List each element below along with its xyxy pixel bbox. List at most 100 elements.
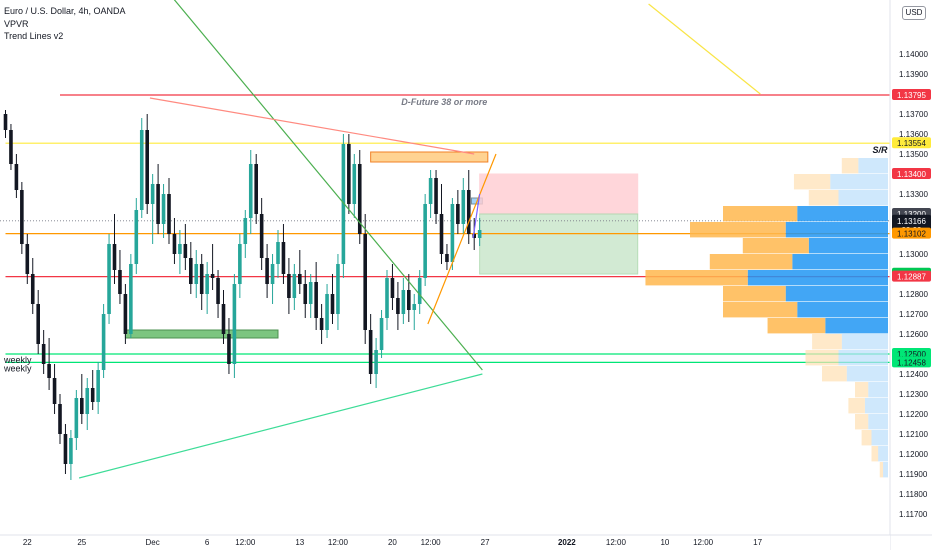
candle-body [325, 294, 329, 330]
trend-line [648, 3, 761, 95]
volume-profile-up-bar [812, 334, 842, 350]
volume-profile-down-bar [868, 382, 888, 398]
volume-profile [645, 158, 888, 478]
trend-line [472, 193, 481, 239]
volume-profile-up-bar [855, 382, 869, 398]
volume-profile-up-bar [690, 222, 786, 238]
volume-profile-up-bar [709, 254, 793, 270]
candle-body [118, 270, 122, 294]
volume-profile-down-bar [825, 318, 888, 334]
price-label-tag [892, 89, 931, 100]
price-label-text: 1.13795 [897, 91, 926, 100]
time-tick-label: Dec [146, 538, 160, 547]
price-label-text: 1.13102 [897, 230, 926, 239]
volume-profile-up-bar [861, 430, 872, 446]
candle-body [243, 218, 248, 244]
time-tick-label: 22 [23, 538, 32, 547]
price-tick-label: 1.13000 [899, 250, 928, 259]
time-tick-label: 17 [753, 538, 762, 547]
candle-body [134, 210, 139, 264]
candle-body [401, 290, 406, 314]
candle-body [123, 294, 128, 334]
candle-body [379, 318, 384, 350]
sr-annotation: S/R [872, 145, 888, 155]
volume-profile-down-bar [846, 366, 888, 382]
demand-zone-box [124, 329, 279, 339]
indicator-trend-lines[interactable]: Trend Lines v2 [4, 31, 64, 41]
trend-line [149, 97, 475, 155]
time-tick-label: 27 [481, 538, 490, 547]
indicator-vpvr[interactable]: VPVR [4, 19, 29, 29]
price-label-text: 1.13400 [897, 170, 926, 179]
volume-profile-down-bar [830, 174, 888, 190]
candle-body [287, 274, 291, 298]
candle-body [112, 244, 117, 270]
price-tick-label: 1.13900 [899, 70, 928, 79]
candle-body [216, 278, 220, 304]
candle-body [63, 434, 68, 464]
candle-body [477, 230, 482, 238]
time-tick-label: 25 [77, 538, 86, 547]
volume-profile-up-bar [645, 270, 748, 286]
candle-body [434, 178, 438, 214]
target-zone-box [479, 213, 639, 275]
candle-body [363, 234, 367, 330]
volume-profile-up-bar [723, 286, 786, 302]
candle-body [456, 204, 460, 224]
candle-body [85, 388, 90, 414]
candle-body [428, 178, 433, 204]
price-label-tag [892, 348, 931, 359]
candle-body [396, 298, 400, 314]
candle-body [139, 130, 144, 210]
candle-body [25, 244, 30, 274]
volume-profile-down-bar [883, 462, 888, 478]
candle-body [20, 190, 24, 244]
candle-body [14, 164, 19, 190]
candle-body [352, 164, 357, 204]
price-label-text: 1.13554 [897, 139, 926, 148]
trend-line [78, 373, 483, 479]
volume-profile-down-bar [785, 222, 888, 238]
currency-button[interactable]: USD [902, 6, 926, 20]
candle-body [330, 294, 335, 314]
candle-body [303, 284, 308, 304]
price-tick-label: 1.13500 [899, 150, 928, 159]
volume-profile-up-bar [723, 206, 798, 222]
weekly-label-2: weekly [3, 363, 32, 373]
time-axis-panel [0, 535, 890, 550]
price-label-text: 1.12887 [897, 273, 926, 282]
price-tick-label: 1.13600 [899, 130, 928, 139]
price-label-tag [892, 137, 931, 149]
candles [3, 110, 482, 480]
price-tick-label: 1.13700 [899, 110, 928, 119]
price-label-text: 1.12458 [897, 358, 926, 367]
price-tick-label: 1.12700 [899, 310, 928, 319]
time-tick-label: 12:00 [421, 538, 442, 547]
candle-body [445, 254, 449, 262]
price-label-text: 1.12500 [897, 350, 926, 359]
time-tick-label: 20 [388, 538, 397, 547]
candle-body [347, 144, 351, 204]
volume-profile-down-bar [747, 270, 888, 286]
volume-profile-up-bar [848, 398, 865, 414]
candle-body [69, 438, 73, 464]
candle-body [178, 244, 182, 254]
volume-profile-up-bar [879, 462, 884, 478]
candle-body [199, 264, 204, 294]
candle-body [248, 164, 253, 218]
candle-body [314, 282, 318, 318]
price-tick-label: 1.12200 [899, 410, 928, 419]
symbol-title[interactable]: Euro / U.S. Dollar, 4h, OANDA [4, 6, 126, 16]
candle-body [41, 344, 46, 364]
time-tick-label: 12:00 [606, 538, 627, 547]
candle-body [308, 282, 313, 304]
candle-body [407, 290, 411, 310]
price-tick-label: 1.12100 [899, 430, 928, 439]
candle-body [336, 264, 340, 314]
price-tick-label: 1.14000 [899, 50, 928, 59]
candle-body [368, 330, 373, 374]
volume-profile-down-bar [808, 238, 888, 254]
candle-body [270, 264, 275, 284]
